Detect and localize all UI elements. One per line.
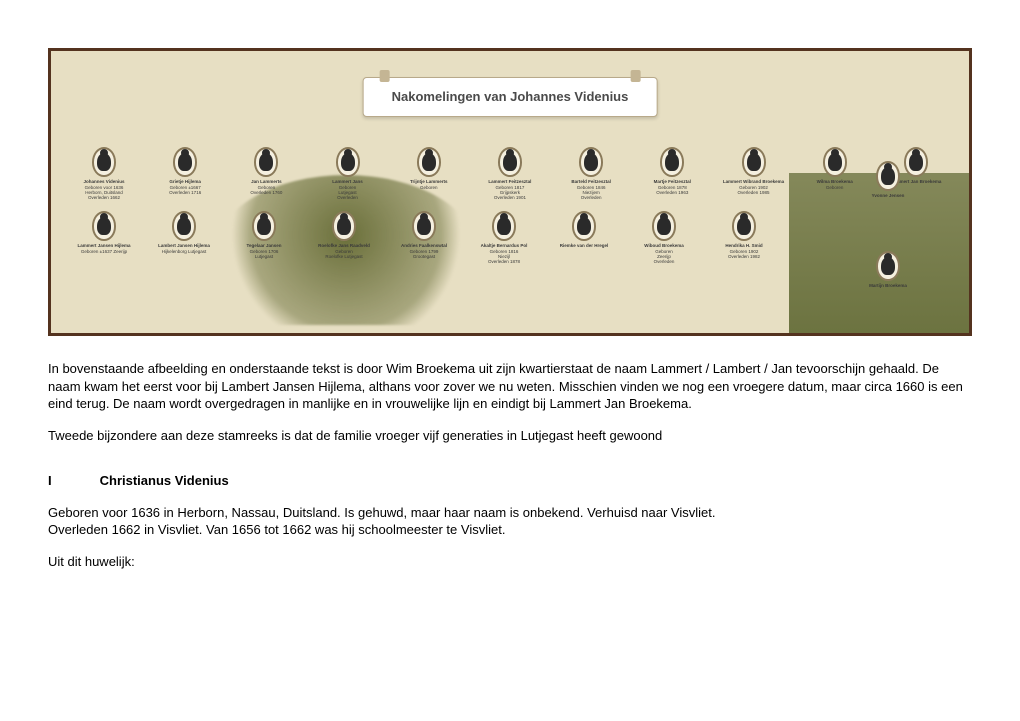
offspring-label: Uit dit huwelijk: bbox=[48, 553, 972, 571]
person-card: Trijntje LammertsGeboren bbox=[394, 147, 464, 201]
person-card: Andries FaalkenswtalGeboren 1799Grootega… bbox=[389, 211, 459, 265]
person-name: Wiboud Broekema bbox=[644, 244, 683, 249]
portrait-icon bbox=[332, 211, 356, 241]
portrait-icon bbox=[492, 211, 516, 241]
person-detail: Overleden 1662 bbox=[88, 196, 120, 201]
person-detail: Overleden 1963 bbox=[656, 191, 688, 196]
person-detail: Roelofke Lutjegast bbox=[325, 255, 362, 260]
portrait-icon bbox=[173, 147, 197, 177]
bio-line-2: Overleden 1662 in Visvliet. Van 1656 tot… bbox=[48, 521, 972, 539]
generation-row-1: Johannes VideniusGeboren voor 1636Herbor… bbox=[63, 147, 957, 201]
section-number: I bbox=[48, 472, 96, 490]
portrait-icon bbox=[742, 147, 766, 177]
person-detail: Overleden 1901 bbox=[494, 196, 526, 201]
section-heading: I Christianus Videnius bbox=[48, 472, 972, 490]
chart-rows: Johannes VideniusGeboren voor 1636Herbor… bbox=[51, 147, 969, 333]
portrait-icon bbox=[336, 147, 360, 177]
person-name: Riemke van der Hregel bbox=[560, 244, 609, 249]
person-detail: Grootegast bbox=[413, 255, 435, 260]
person-card: Johannes VideniusGeboren voor 1636Herbor… bbox=[69, 147, 139, 201]
person-card: Akaltje Bernardus PolGeboren 1816Niezijl… bbox=[469, 211, 539, 265]
person-card: Grietje HijlemaGeboren ±1667Overleden 17… bbox=[150, 147, 220, 201]
intro-paragraph-2: Tweede bijzondere aan deze stamreeks is … bbox=[48, 427, 972, 445]
portrait-icon bbox=[572, 211, 596, 241]
chart-title-banner: Nakomelingen van Johannes Videnius bbox=[363, 77, 658, 117]
family-tree-chart: Nakomelingen van Johannes Videnius Johan… bbox=[48, 48, 972, 336]
portrait-icon bbox=[92, 211, 116, 241]
portrait-icon bbox=[823, 147, 847, 177]
intro-paragraph-1: In bovenstaande afbeelding en onderstaan… bbox=[48, 360, 972, 413]
portrait-icon bbox=[876, 161, 900, 191]
person-card: Lammert JansGeborenLutjegastOverleden bbox=[313, 147, 383, 201]
person-card: Yvonne Jensen bbox=[851, 161, 925, 200]
portrait-icon bbox=[876, 251, 900, 281]
person-card: Lambert Jansen HijlemaHijkelenborg Lutje… bbox=[149, 211, 219, 265]
generation-row-2: Lammert Jansen HijlemaGeboren ±1637 Zeer… bbox=[63, 211, 957, 265]
person-card: Barteld FeitzesztalGeboren 1846NiezijemO… bbox=[556, 147, 626, 201]
chart-title: Nakomelingen van Johannes Videnius bbox=[392, 89, 629, 104]
person-card: Tegelaar JansenGeboren 1706Lutjegast bbox=[229, 211, 299, 265]
portrait-icon bbox=[652, 211, 676, 241]
person-card: Wiboud BroekemaGeborenZeerijpOverleden bbox=[629, 211, 699, 265]
person-card: Lammert Wibrand BroekemaGeboren 1902Over… bbox=[719, 147, 789, 201]
portrait-icon bbox=[92, 147, 116, 177]
portrait-icon bbox=[172, 211, 196, 241]
person-name: Akaltje Bernardus Pol bbox=[481, 244, 528, 249]
person-detail: Overleden bbox=[581, 196, 602, 201]
person-detail: Overleden 1982 bbox=[728, 255, 760, 260]
portrait-icon bbox=[254, 147, 278, 177]
person-name: Martijn Broekema bbox=[869, 284, 907, 289]
person-detail: Hijkelenborg Lutjegast bbox=[162, 250, 207, 255]
person-detail: Overleden bbox=[337, 196, 358, 201]
person-card: Riemke van der Hregel bbox=[549, 211, 619, 265]
person-detail: Geboren bbox=[826, 186, 844, 191]
person-card: Jan LammertsGeborenOverleden 1760 bbox=[231, 147, 301, 201]
portrait-icon bbox=[498, 147, 522, 177]
person-card: Roelofke Jans RaadveldGeborenRoelofke Lu… bbox=[309, 211, 379, 265]
person-detail: Overleden 1716 bbox=[169, 191, 201, 196]
portrait-icon bbox=[660, 147, 684, 177]
person-name: Tegelaar Jansen bbox=[247, 244, 282, 249]
person-name: Lammert Jansen Hijlema bbox=[77, 244, 130, 249]
portrait-icon bbox=[412, 211, 436, 241]
person-card: Martijn Broekema bbox=[851, 251, 925, 290]
person-name: Andries Faalkenswtal bbox=[401, 244, 447, 249]
portrait-icon bbox=[579, 147, 603, 177]
person-card: Lammert Jansen HijlemaGeboren ±1637 Zeer… bbox=[69, 211, 139, 265]
person-detail: Overleden 1760 bbox=[250, 191, 282, 196]
person-name: Yvonne Jensen bbox=[872, 194, 905, 199]
person-card: Hendrika H. SmidGeboren 1902Overleden 19… bbox=[709, 211, 779, 265]
person-card: Martje FeitzesztalGeboren 1878Overleden … bbox=[637, 147, 707, 201]
person-detail: Overleden 1985 bbox=[737, 191, 769, 196]
person-detail: Lutjegast bbox=[255, 255, 273, 260]
portrait-icon bbox=[252, 211, 276, 241]
person-card: Lammert FeitzesztalGeboren 1817Grijpsker… bbox=[475, 147, 545, 201]
portrait-icon bbox=[732, 211, 756, 241]
person-detail: Geboren ±1637 Zeerijp bbox=[81, 250, 127, 255]
person-detail: Overleden 1878 bbox=[488, 260, 520, 265]
person-name: Hendrika H. Smid bbox=[725, 244, 762, 249]
bio-line-1: Geboren voor 1636 in Herborn, Nassau, Du… bbox=[48, 504, 972, 522]
person-name: Roelofke Jans Raadveld bbox=[318, 244, 370, 249]
portrait-icon bbox=[417, 147, 441, 177]
person-detail: Geboren bbox=[420, 186, 438, 191]
person-name: Lambert Jansen Hijlema bbox=[158, 244, 210, 249]
section-title: Christianus Videnius bbox=[100, 473, 229, 488]
person-detail: Overleden bbox=[654, 260, 675, 265]
